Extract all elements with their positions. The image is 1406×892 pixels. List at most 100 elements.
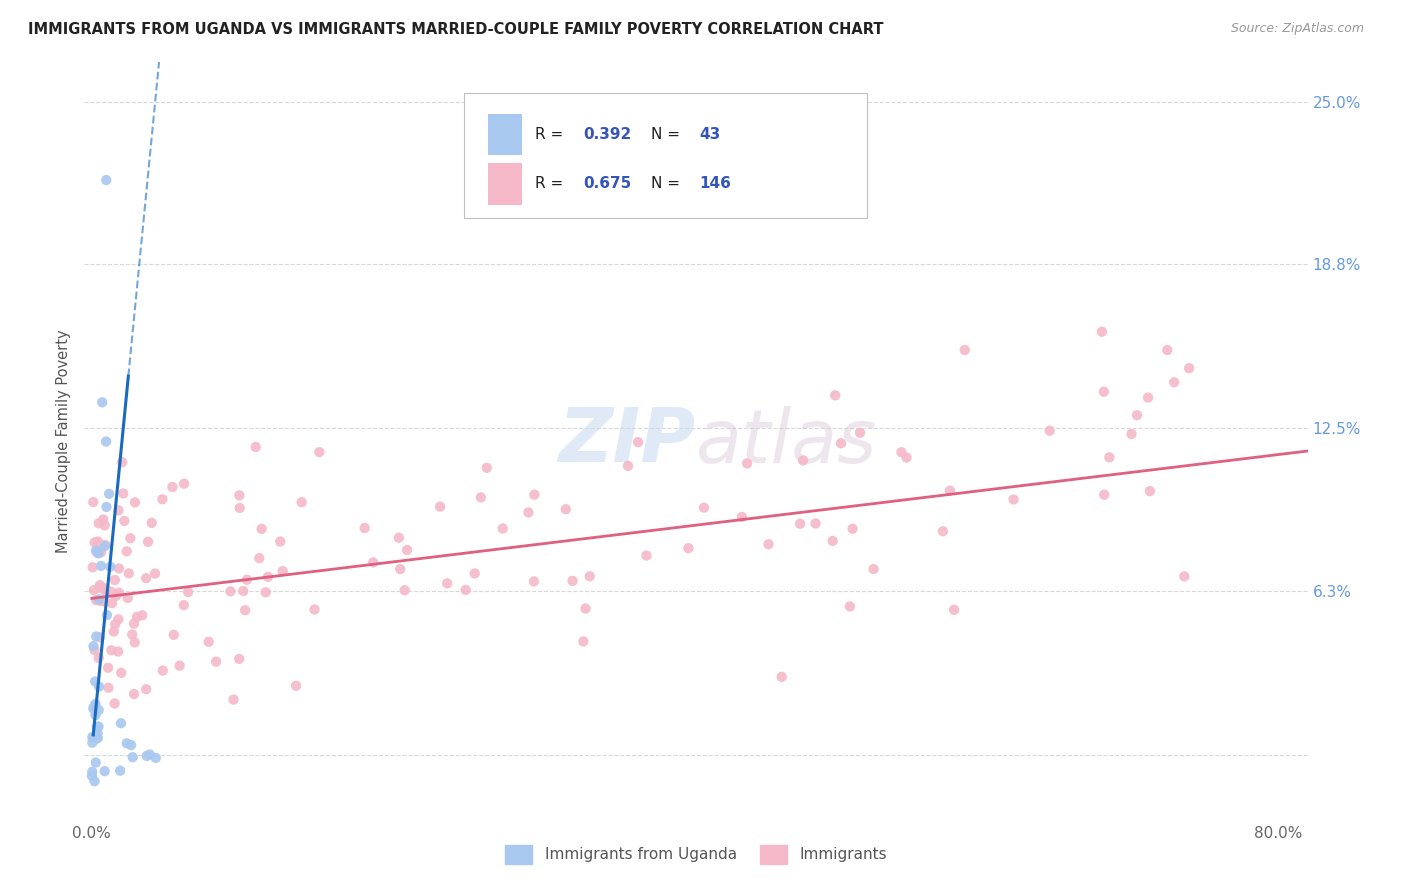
Point (830, 436, 852, 450)
Point (141, 516, 163, 530)
Point (308, 445, 330, 459)
Point (101, 596, 124, 610)
Point (90, 594, 112, 608)
Point (247, 551, 270, 566)
Point (84, 756, 107, 770)
Point (83, 643, 105, 657)
Point (86, 720, 108, 734)
Point (98, 559, 121, 574)
Point (94, 584, 117, 599)
Text: 146: 146 (700, 177, 731, 191)
Point (678, 541, 700, 556)
Point (250, 522, 273, 536)
Point (523, 574, 546, 589)
Point (90, 558, 112, 573)
Point (454, 582, 477, 597)
Point (89, 543, 111, 558)
Point (1163, 376, 1185, 390)
Point (104, 573, 127, 587)
Point (93, 539, 115, 553)
Point (80, 769, 103, 783)
Point (475, 461, 498, 475)
Point (86, 726, 108, 740)
Point (87, 592, 110, 607)
Point (107, 612, 129, 626)
Point (138, 747, 160, 762)
Point (91, 395, 114, 409)
Point (257, 570, 280, 584)
Point (578, 569, 600, 583)
Point (83, 730, 105, 744)
Point (388, 531, 411, 545)
Point (94, 518, 117, 533)
Point (1173, 569, 1195, 583)
Point (1137, 391, 1160, 405)
Point (804, 516, 827, 531)
Point (841, 522, 863, 536)
Point (84, 543, 107, 558)
Point (849, 425, 872, 440)
Point (124, 495, 146, 509)
Point (84, 697, 107, 711)
Point (115, 544, 138, 558)
Point (135, 571, 157, 585)
Point (97, 681, 120, 695)
Point (110, 665, 132, 680)
Point (125, 610, 148, 624)
Point (84, 674, 107, 689)
Point (135, 682, 157, 697)
Point (86, 731, 108, 746)
Point (83, 583, 105, 598)
Point (731, 510, 754, 524)
Point (1092, 488, 1115, 502)
Point (124, 635, 146, 649)
Point (104, 617, 127, 632)
Point (939, 483, 962, 498)
Point (108, 764, 131, 778)
Point (100, 643, 122, 657)
Point (222, 692, 245, 706)
Text: 43: 43 (700, 127, 721, 142)
Point (122, 616, 145, 631)
Point (145, 751, 167, 765)
Point (84, 630, 107, 644)
Point (470, 491, 492, 505)
Point (1098, 450, 1121, 465)
Point (100, 584, 122, 599)
Point (89, 630, 111, 644)
Point (953, 343, 976, 357)
Point (121, 750, 143, 764)
Point (82, 764, 104, 779)
Point (122, 687, 145, 701)
Point (890, 445, 912, 459)
Point (107, 585, 129, 599)
Text: IMMIGRANTS FROM UGANDA VS IMMIGRANTS MARRIED-COUPLE FAMILY POVERTY CORRELATION C: IMMIGRANTS FROM UGANDA VS IMMIGRANTS MAR… (28, 22, 883, 37)
Point (82, 639, 104, 653)
Point (693, 500, 716, 515)
Point (90, 545, 112, 559)
Point (87, 731, 110, 745)
Point (94, 538, 117, 552)
Point (87, 516, 110, 531)
Point (862, 562, 884, 576)
Point (136, 534, 159, 549)
Point (177, 585, 200, 599)
Point (107, 503, 129, 517)
Point (304, 602, 326, 616)
Point (396, 543, 419, 558)
Point (87, 720, 110, 734)
Point (82, 701, 104, 715)
Point (169, 658, 191, 673)
Point (108, 561, 131, 575)
Point (233, 603, 256, 617)
Point (87, 703, 110, 717)
Point (789, 516, 811, 531)
Text: Source: ZipAtlas.com: Source: ZipAtlas.com (1230, 22, 1364, 36)
Point (1139, 484, 1161, 499)
Point (96, 608, 118, 623)
Point (1178, 361, 1201, 376)
Point (758, 537, 780, 551)
Point (89, 581, 111, 595)
FancyBboxPatch shape (488, 113, 522, 155)
Point (115, 736, 138, 750)
